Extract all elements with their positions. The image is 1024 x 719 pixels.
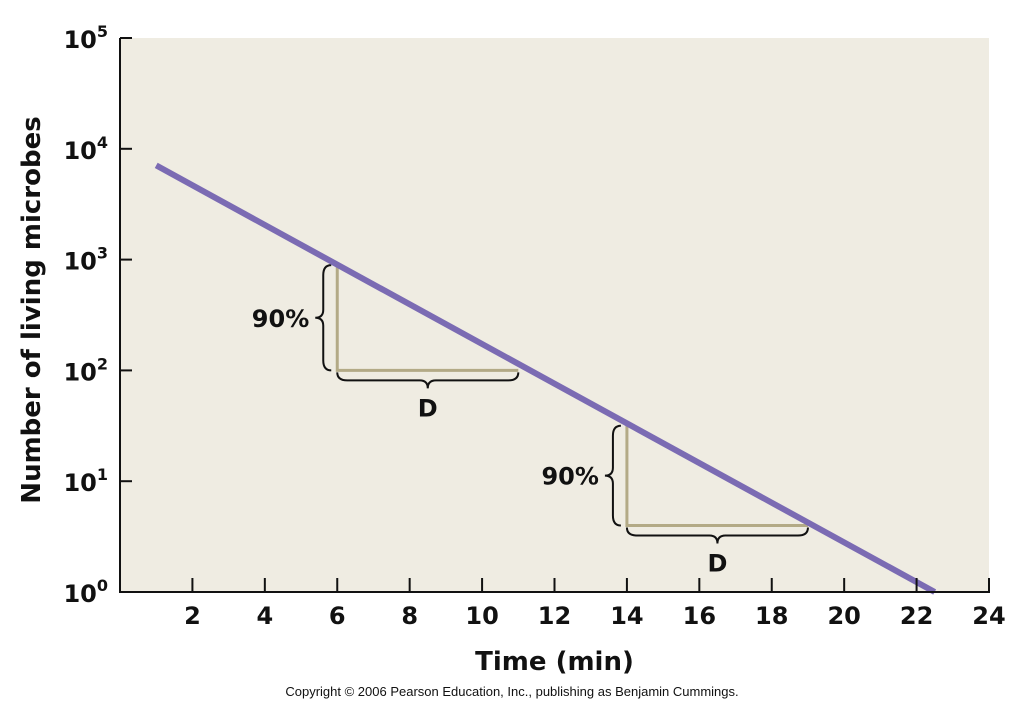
brace-horizontal-1 [336, 372, 520, 389]
y-axis-title: Number of living microbes [17, 116, 47, 503]
x-tick-label: 22 [900, 602, 933, 630]
x-axis-title: Time (min) [475, 647, 634, 677]
guide-path-1 [335, 265, 519, 372]
brace-vertical-2 [604, 424, 621, 527]
x-tick-label: 10 [465, 602, 498, 630]
x-tick-label: 8 [401, 602, 418, 630]
y-tick-label: 100 [63, 576, 108, 608]
y-tick-label: 104 [63, 133, 108, 165]
plot-area [120, 38, 989, 592]
x-tick-label: 20 [827, 602, 860, 630]
guide-path-2 [625, 425, 808, 528]
annotation-90pct-1: 90% [252, 305, 309, 333]
x-tick-label: 6 [329, 602, 346, 630]
y-tick-label: 105 [63, 22, 108, 54]
y-tick-label: 101 [63, 465, 108, 497]
annotation-guides: 90% D 90% D [252, 264, 809, 578]
data-line-microbes [154, 162, 937, 595]
brace-horizontal-2 [625, 527, 809, 544]
y-ticks: 100 101 102 103 104 105 [63, 22, 132, 608]
x-ticks: 2 4 6 8 10 12 14 16 18 20 22 24 [184, 578, 1006, 630]
y-tick-label: 103 [63, 244, 108, 276]
x-tick-label: 2 [184, 602, 201, 630]
x-tick-label: 24 [972, 602, 1005, 630]
annotation-d-1: D [418, 394, 438, 422]
x-tick-label: 4 [256, 602, 273, 630]
x-tick-label: 14 [610, 602, 643, 630]
x-tick-label: 18 [755, 602, 788, 630]
y-tick-label: 102 [63, 354, 108, 386]
x-tick-label: 12 [538, 602, 571, 630]
copyright-notice: Copyright © 2006 Pearson Education, Inc.… [285, 684, 739, 699]
x-tick-label: 16 [683, 602, 716, 630]
brace-vertical-1 [315, 264, 332, 372]
annotation-90pct-2: 90% [541, 463, 598, 491]
annotation-d-2: D [707, 550, 727, 578]
